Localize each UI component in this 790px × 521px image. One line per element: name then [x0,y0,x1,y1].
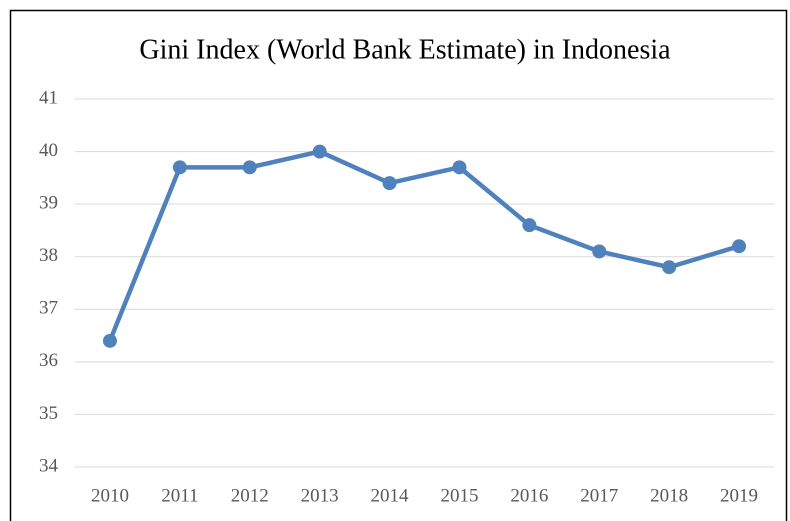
line [107,149,740,342]
marker [452,160,467,175]
y-tick-label: 36 [39,350,58,371]
x-tick-label: 2013 [301,485,339,506]
x-tick-label: 2012 [231,485,269,506]
y-tick-label: 39 [39,193,58,214]
x-tick-label: 2015 [440,485,478,506]
marker [312,144,327,159]
y-tick-label: 41 [39,87,58,108]
marker [662,260,677,275]
x-tick-label: 2018 [650,485,688,506]
x-tick-label: 2019 [720,485,758,506]
marker [732,239,747,254]
x-tick-label: 2011 [161,485,198,506]
y-tick-label: 38 [39,245,58,266]
y-tick-label: 40 [39,140,58,161]
chart-frame [9,9,788,521]
marker [102,333,117,348]
marker [522,218,537,233]
chart-title: Gini Index (World Bank Estimate) in Indo… [139,34,671,65]
marker [242,160,257,175]
marker [172,160,187,175]
x-tick-label: 2017 [580,485,618,506]
x-tick-label: 2016 [510,485,548,506]
y-tick-label: 37 [39,298,58,319]
y-tick-label: 35 [39,403,58,424]
x-tick-label: 2010 [91,485,129,506]
marker [382,176,397,191]
x-tick-label: 2014 [371,485,410,506]
y-tick-label: 34 [39,455,59,476]
marker [592,244,607,259]
